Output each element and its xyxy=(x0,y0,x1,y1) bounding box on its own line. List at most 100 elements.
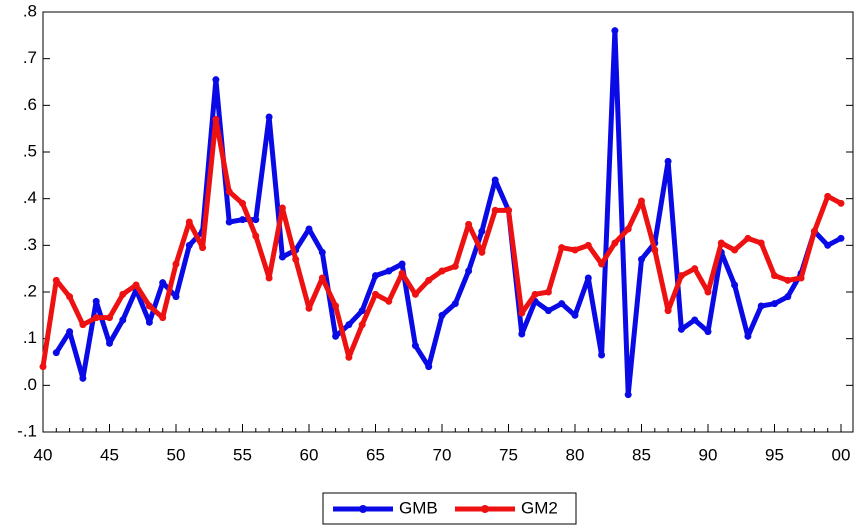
y-tick-label: .2 xyxy=(23,281,37,300)
point-marker xyxy=(411,290,419,298)
point-marker xyxy=(252,232,260,240)
point-marker xyxy=(505,206,512,214)
x-tick-label: 95 xyxy=(765,445,784,464)
point-marker xyxy=(332,302,340,310)
point-marker xyxy=(571,311,579,319)
legend-label: GMB xyxy=(399,498,438,517)
point-marker xyxy=(225,218,233,226)
point-marker xyxy=(677,325,685,333)
point-marker xyxy=(451,262,459,270)
point-marker xyxy=(731,281,739,289)
point-marker xyxy=(411,342,419,350)
point-marker xyxy=(638,197,645,205)
legend-marker xyxy=(481,505,489,513)
point-marker xyxy=(358,307,366,315)
point-marker xyxy=(438,311,446,319)
point-marker xyxy=(611,239,619,247)
point-marker xyxy=(305,304,313,312)
point-marker xyxy=(252,216,260,224)
point-marker xyxy=(79,374,87,382)
y-tick-label: .7 xyxy=(23,48,37,67)
point-marker xyxy=(744,234,752,242)
y-tick-label: .4 xyxy=(23,188,37,207)
x-tick-label: 85 xyxy=(632,445,651,464)
point-marker xyxy=(305,225,313,233)
point-marker xyxy=(239,216,246,224)
point-marker xyxy=(92,297,100,305)
point-marker xyxy=(704,328,712,336)
point-marker xyxy=(199,244,207,252)
point-marker xyxy=(278,253,286,261)
point-marker xyxy=(691,316,699,324)
point-marker xyxy=(717,239,725,247)
y-tick-label: .6 xyxy=(23,95,37,114)
point-marker xyxy=(451,300,459,308)
point-marker xyxy=(145,318,153,326)
point-marker xyxy=(624,391,632,399)
point-marker xyxy=(106,339,113,347)
y-tick-label: .8 xyxy=(23,1,37,20)
point-marker xyxy=(571,246,579,254)
x-tick-label: 80 xyxy=(566,445,585,464)
point-marker xyxy=(465,267,473,275)
x-tick-label: 00 xyxy=(832,445,851,464)
point-marker xyxy=(172,260,180,268)
point-marker xyxy=(132,281,140,289)
legend-label: GM2 xyxy=(521,498,558,517)
x-tick-label: 50 xyxy=(167,445,186,464)
point-marker xyxy=(66,328,74,336)
point-marker xyxy=(544,288,552,296)
point-marker xyxy=(79,321,87,329)
point-marker xyxy=(39,363,47,371)
y-tick-label: .0 xyxy=(23,375,37,394)
point-marker xyxy=(518,330,526,338)
point-marker xyxy=(677,272,685,280)
point-marker xyxy=(558,244,566,252)
point-marker xyxy=(810,227,818,235)
point-marker xyxy=(278,204,286,212)
point-marker xyxy=(172,293,180,301)
point-marker xyxy=(784,276,792,284)
point-marker xyxy=(66,293,74,301)
x-tick-label: 70 xyxy=(433,445,452,464)
point-marker xyxy=(491,176,499,184)
point-marker xyxy=(837,199,845,207)
point-marker xyxy=(92,314,100,322)
point-marker xyxy=(385,297,393,305)
point-marker xyxy=(185,218,193,226)
point-marker xyxy=(757,239,765,247)
point-marker xyxy=(491,206,499,214)
point-marker xyxy=(664,157,672,165)
point-marker xyxy=(478,227,486,235)
point-marker xyxy=(704,288,712,296)
point-marker xyxy=(345,353,353,361)
point-marker xyxy=(292,255,300,263)
point-marker xyxy=(518,309,526,317)
x-tick-label: 75 xyxy=(499,445,518,464)
point-marker xyxy=(824,241,832,249)
point-marker xyxy=(159,279,167,287)
point-marker xyxy=(584,241,592,249)
x-tick-label: 55 xyxy=(233,445,252,464)
x-tick-label: 65 xyxy=(366,445,385,464)
point-marker xyxy=(265,274,273,282)
point-marker xyxy=(265,113,273,121)
x-tick-label: 45 xyxy=(100,445,119,464)
point-marker xyxy=(837,234,845,242)
point-marker xyxy=(824,192,832,200)
point-marker xyxy=(239,199,246,207)
point-marker xyxy=(398,269,406,277)
point-marker xyxy=(52,276,60,284)
legend-marker xyxy=(359,505,367,513)
point-marker xyxy=(52,349,60,357)
point-marker xyxy=(584,274,592,282)
point-marker xyxy=(598,351,606,359)
point-marker xyxy=(225,188,233,196)
point-marker xyxy=(332,332,340,340)
point-marker xyxy=(318,248,326,256)
x-tick-label: 40 xyxy=(34,445,53,464)
point-marker xyxy=(398,260,406,268)
point-marker xyxy=(797,274,805,282)
